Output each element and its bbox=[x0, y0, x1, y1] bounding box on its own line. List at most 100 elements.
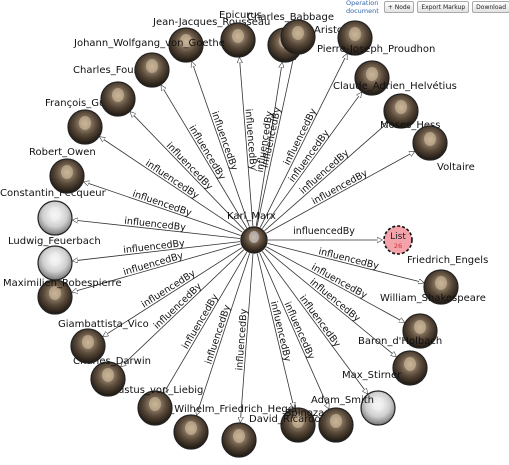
portrait-face bbox=[292, 414, 304, 428]
node-charles-fourier[interactable]: Charles_Fourier bbox=[73, 65, 152, 117]
node-friedrich-engels[interactable]: Friedrich_Engels bbox=[407, 255, 488, 305]
node-aristotle[interactable]: Aristotle bbox=[280, 19, 356, 55]
influence-edge bbox=[266, 246, 404, 323]
node-constantin-pecqueur[interactable]: Constantin_Pecqueur bbox=[0, 188, 107, 236]
node-william-shakespeare[interactable]: William_Shakespeare bbox=[380, 293, 486, 349]
node-moses-hess[interactable]: Moses_Hess bbox=[380, 93, 440, 131]
portrait-face bbox=[49, 207, 61, 221]
edge-label: influencedBy bbox=[234, 308, 250, 371]
portrait-face bbox=[149, 397, 161, 411]
influence-edge bbox=[73, 241, 241, 261]
portrait-face bbox=[146, 59, 158, 73]
influence-edge bbox=[261, 93, 361, 229]
add-node-button[interactable]: + Node bbox=[383, 1, 415, 13]
portrait-face bbox=[232, 29, 244, 43]
influence-edge bbox=[100, 137, 243, 233]
node-johann-wolfgang-von-goethe[interactable]: Johann_Wolfgang_von_Goethe bbox=[73, 38, 225, 88]
center-node-label: Karl_Marx bbox=[227, 211, 276, 222]
node-claude-adrien-helv-tius[interactable]: Claude_Adrien_Helvétius bbox=[333, 60, 457, 96]
portrait-face bbox=[372, 397, 384, 411]
node-fran-ois-guizot[interactable]: François_Guizot bbox=[45, 98, 123, 145]
node-label: Voltaire bbox=[437, 162, 475, 173]
node-georg-wilhelm-friedrich-hegel[interactable]: Georg_Wilhelm_Friedrich_Hegel bbox=[139, 404, 297, 450]
edge-label: influencedBy bbox=[293, 226, 355, 237]
download-button[interactable]: Download bbox=[472, 1, 509, 13]
node-label: Justus_von_Liebig bbox=[114, 385, 203, 396]
node-label: Adam_Smith bbox=[311, 395, 374, 406]
portrait-face bbox=[292, 26, 304, 40]
node-label: François_Guizot bbox=[45, 98, 123, 109]
node-maximilien-robespierre[interactable]: Maximilien_Robespierre bbox=[3, 278, 122, 315]
portrait-face bbox=[49, 252, 61, 266]
portrait-face bbox=[414, 320, 426, 334]
node-baron-d-holbach[interactable]: Baron_d'Holbach bbox=[358, 336, 442, 386]
influence-edge bbox=[73, 220, 241, 239]
node-epicurus[interactable]: Epicurus bbox=[219, 10, 262, 58]
node-david-ricardo[interactable]: David_Ricardo bbox=[221, 414, 321, 458]
node-charles-darwin[interactable]: Charles_Darwin bbox=[73, 356, 151, 397]
influence-edge bbox=[72, 243, 241, 292]
export-markup-button[interactable]: Export Markup bbox=[417, 1, 470, 13]
node-giambattista-vico[interactable]: Giambattista_Vico bbox=[58, 319, 149, 364]
node-voltaire[interactable]: Voltaire bbox=[412, 125, 475, 173]
node-label: Baron_d'Holbach bbox=[358, 336, 442, 347]
node-pierre-joseph-proudhon[interactable]: Pierre-Joseph_Proudhon bbox=[317, 20, 435, 56]
node-label: Spinoza bbox=[285, 408, 324, 419]
node-justus-von-liebig[interactable]: Justus_von_Liebig bbox=[114, 385, 203, 426]
influence-edge bbox=[84, 182, 241, 236]
portrait-face bbox=[82, 335, 94, 349]
influence-edge bbox=[267, 243, 424, 282]
influence-edge bbox=[255, 63, 282, 227]
influence-edge bbox=[130, 112, 245, 231]
node-label: Georg_Wilhelm_Friedrich_Hegel bbox=[139, 404, 297, 415]
node-robert-owen[interactable]: Robert_Owen bbox=[29, 147, 96, 194]
node-label: Friedrich_Engels bbox=[407, 255, 488, 266]
list-node-count: 26 bbox=[394, 242, 402, 250]
node-ludwig-feuerbach[interactable]: Ludwig_Feuerbach bbox=[8, 236, 101, 281]
influence-edge bbox=[192, 62, 250, 227]
portrait-face bbox=[185, 421, 197, 435]
node-label: Epicurus bbox=[219, 10, 262, 21]
influence-edge bbox=[164, 251, 248, 392]
influence-edge bbox=[197, 253, 251, 415]
node-jean-jacques-rousseau[interactable]: Jean-Jacques_Rousseau bbox=[152, 17, 270, 63]
node-label: Jean-Jacques_Rousseau bbox=[152, 17, 270, 28]
influence-edge bbox=[261, 251, 367, 393]
influence-edge bbox=[239, 58, 254, 227]
toolbar: Operation document + Node Export Markup … bbox=[346, 0, 509, 15]
portrait-face bbox=[424, 132, 436, 146]
node-label: Charles_Babbage bbox=[247, 12, 334, 23]
influence-edge bbox=[259, 54, 347, 228]
portrait-face bbox=[366, 67, 378, 81]
list-node-circle bbox=[383, 225, 413, 255]
node-label: Moses_Hess bbox=[380, 120, 440, 131]
portrait-face bbox=[330, 414, 342, 428]
node-max-stirner[interactable]: Max_Stirner bbox=[342, 370, 402, 426]
influence-edge bbox=[103, 247, 243, 337]
node-label: Robert_Owen bbox=[29, 147, 96, 158]
edge-label: influencedBy bbox=[124, 216, 187, 234]
node-label: Charles_Fourier bbox=[73, 65, 152, 76]
node-label: Claude_Adrien_Helvétius bbox=[333, 80, 457, 92]
edge-label: influencedBy bbox=[243, 108, 259, 171]
portrait-face bbox=[395, 100, 407, 114]
portrait-face bbox=[349, 27, 361, 41]
influence-edge bbox=[259, 252, 329, 409]
node-adam-smith[interactable]: Adam_Smith bbox=[311, 395, 374, 443]
node-karl-marx[interactable]: Karl_Marx bbox=[227, 211, 276, 254]
node-label: William_Shakespeare bbox=[380, 293, 486, 304]
influence-edge bbox=[240, 253, 254, 422]
influence-edge bbox=[264, 123, 388, 232]
list-node-label: List bbox=[390, 232, 406, 242]
node-label: Aristotle bbox=[314, 25, 356, 36]
portrait-face bbox=[49, 286, 61, 300]
influence-edge bbox=[161, 85, 248, 229]
influence-edge bbox=[256, 253, 294, 408]
node-label: Ludwig_Feuerbach bbox=[8, 236, 101, 247]
operation-document-link[interactable]: Operation document bbox=[346, 0, 379, 15]
portrait-face bbox=[233, 429, 245, 443]
node-spinoza[interactable]: Spinoza bbox=[280, 407, 324, 443]
portrait-face bbox=[180, 34, 192, 48]
